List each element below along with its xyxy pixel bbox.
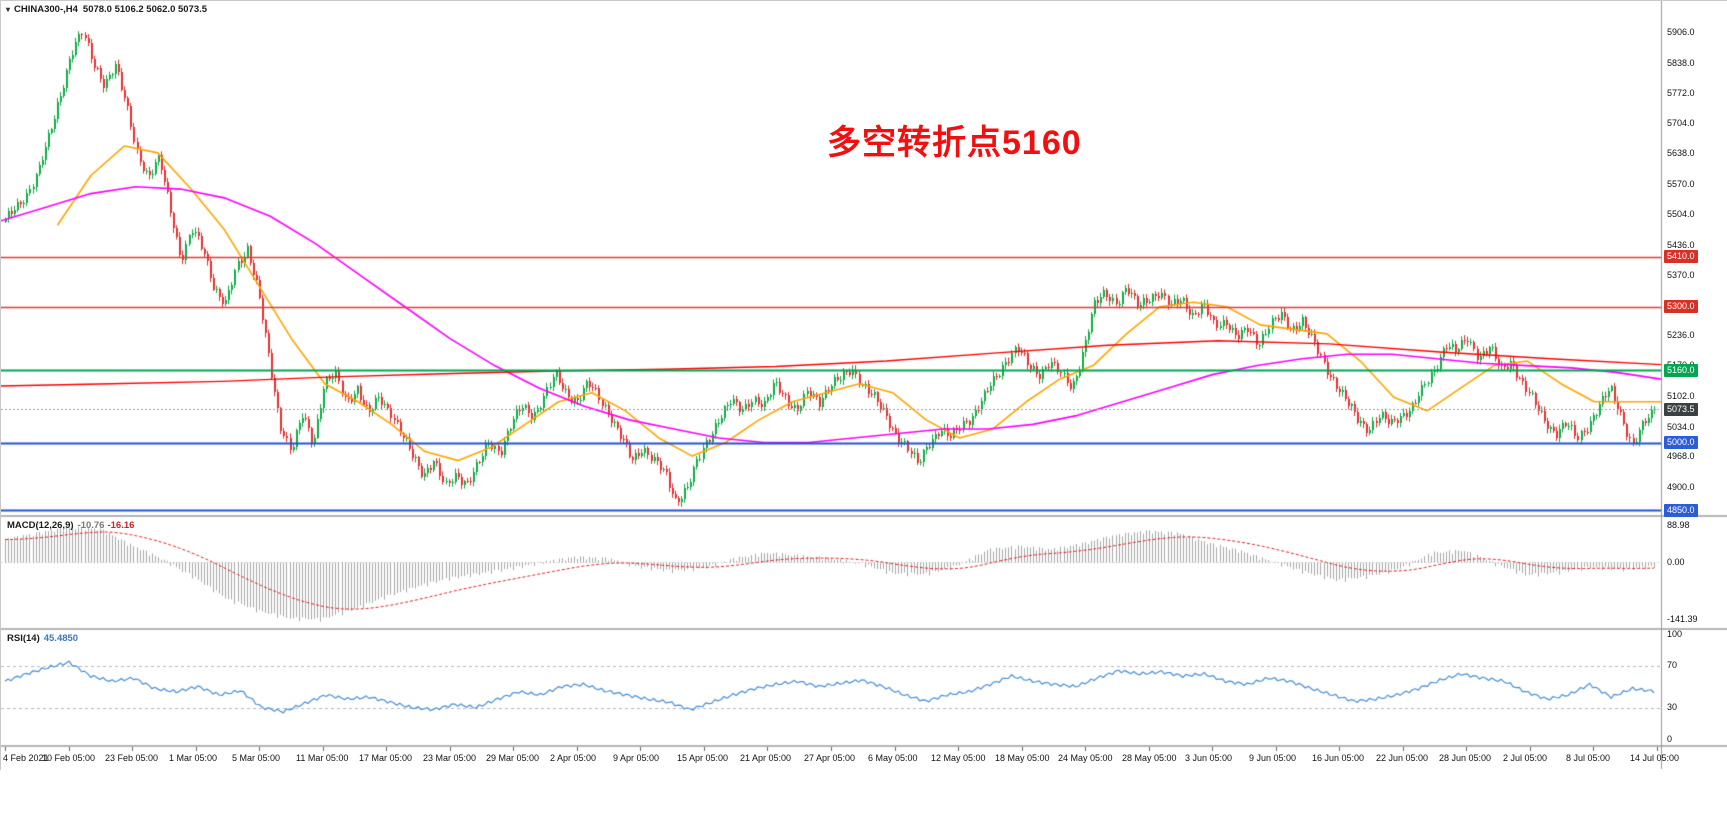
date-axis-label: 22 Jun 05:00 — [1376, 753, 1429, 763]
date-axis-label: 24 May 05:00 — [1058, 753, 1113, 763]
macd-name: MACD(12,26,9) — [7, 520, 74, 531]
date-axis-label: 2 Jul 05:00 — [1503, 753, 1548, 763]
macd-axis-label: -141.39 — [1667, 614, 1698, 625]
date-axis-label: 4 Feb 2021 — [3, 753, 49, 763]
macd-value-2: -16.16 — [107, 520, 135, 531]
price-level-badge: 5160.0 — [1664, 363, 1698, 377]
price-axis-label: 5034.0 — [1667, 421, 1695, 432]
price-axis-label: 5504.0 — [1667, 208, 1695, 219]
date-axis-label: 17 Mar 05:00 — [359, 753, 413, 763]
rsi-name: RSI(14) — [7, 633, 40, 644]
price-axis-label: 5370.0 — [1667, 269, 1695, 280]
price-level-badge: 5300.0 — [1664, 300, 1698, 314]
date-axis-label: 14 Jul 05:00 — [1630, 753, 1680, 763]
date-axis-label: 2 Apr 05:00 — [550, 753, 597, 763]
rsi-axis-label: 0 — [1667, 733, 1673, 744]
price-axis-label: 5570.0 — [1667, 179, 1695, 190]
date-axis-label: 15 Apr 05:00 — [677, 753, 729, 763]
rsi-axis-label: 70 — [1667, 660, 1678, 670]
date-axis-label: 11 Mar 05:00 — [296, 753, 349, 763]
symbol-dropdown-icon[interactable]: ▾ — [6, 5, 11, 14]
price-axis-label: 5838.0 — [1667, 57, 1695, 68]
date-axis-label: 29 Mar 05:00 — [486, 753, 540, 763]
date-axis-label: 18 May 05:00 — [995, 753, 1050, 763]
ohlc-values: 5078.0 5106.2 5062.0 5073.5 — [82, 4, 208, 15]
annotation-text[interactable]: 多空转折点5160 — [827, 124, 1082, 162]
date-axis-label: 27 Apr 05:00 — [804, 753, 856, 763]
price-axis-label: 5638.0 — [1667, 148, 1695, 159]
current-price-badge: 5073.5 — [1664, 402, 1698, 416]
macd-axis-label: 88.98 — [1667, 520, 1690, 531]
rsi-indicator-label: RSI(14) 45.4850 — [7, 633, 78, 644]
price-axis-label: 5102.0 — [1667, 390, 1695, 401]
date-axis-label: 12 May 05:00 — [931, 753, 986, 763]
price-chart-canvas[interactable] — [1, 1, 1727, 771]
macd-indicator-label: MACD(12,26,9) -10.76 -16.16 — [7, 520, 134, 531]
chart-title: ▾ CHINA300-,H4 5078.0 5106.2 5062.0 5073.5 — [6, 4, 207, 15]
rsi-axis-label: 100 — [1667, 628, 1683, 639]
date-axis-label: 23 Feb 05:00 — [105, 753, 159, 763]
price-level-badge: 4850.0 — [1664, 503, 1698, 517]
date-axis-label: 8 Jul 05:00 — [1566, 753, 1611, 763]
price-axis-label: 5704.0 — [1667, 118, 1695, 129]
date-axis-label: 1 Mar 05:00 — [169, 753, 218, 763]
date-axis-label: 28 May 05:00 — [1122, 753, 1177, 763]
date-axis-label: 9 Apr 05:00 — [613, 753, 660, 763]
macd-axis-label: 0.00 — [1667, 556, 1685, 567]
date-axis-label: 28 Jun 05:00 — [1439, 753, 1492, 763]
date-axis-label: 9 Jun 05:00 — [1249, 753, 1297, 763]
symbol-period-label: CHINA300-,H4 — [14, 4, 78, 15]
price-level-badge: 5410.0 — [1664, 250, 1698, 264]
price-axis-label: 5906.0 — [1667, 27, 1695, 37]
date-axis-label: 10 Feb 05:00 — [42, 753, 96, 763]
rsi-axis-label: 30 — [1667, 702, 1678, 712]
date-axis-label: 16 Jun 05:00 — [1312, 753, 1365, 763]
date-axis-label: 5 Mar 05:00 — [232, 753, 281, 763]
price-axis-label: 4900.0 — [1667, 482, 1695, 493]
rsi-value: 45.4850 — [43, 633, 79, 644]
price-axis-label: 5436.0 — [1667, 239, 1695, 250]
price-axis-label: 5772.0 — [1667, 87, 1695, 98]
chart-window: ▾ CHINA300-,H4 5078.0 5106.2 5062.0 5073.5… — [0, 0, 1727, 771]
price-axis-label: 5236.0 — [1667, 330, 1695, 341]
date-axis-label: 23 Mar 05:00 — [423, 753, 477, 763]
date-axis-label: 21 Apr 05:00 — [740, 753, 792, 763]
macd-value-1: -10.76 — [77, 520, 105, 531]
price-level-badge: 5000.0 — [1664, 436, 1698, 449]
price-axis-label: 4968.0 — [1667, 451, 1695, 462]
date-axis-label: 3 Jun 05:00 — [1185, 753, 1233, 763]
date-axis-label: 6 May 05:00 — [868, 753, 918, 763]
